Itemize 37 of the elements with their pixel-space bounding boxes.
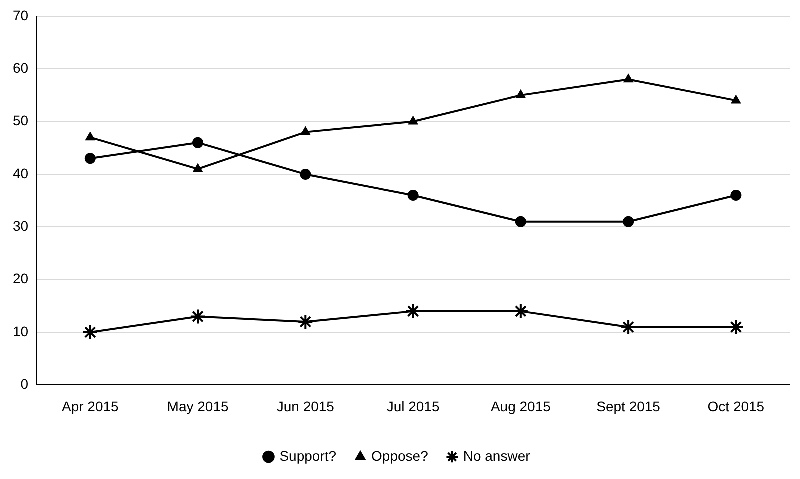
y-tick-label: 20	[12, 270, 29, 287]
x-tick-label: Oct 2015	[708, 398, 765, 414]
y-tick-label: 10	[12, 323, 29, 340]
x-tick-label: Aug 2015	[490, 398, 552, 414]
y-tick-label: 40	[12, 165, 29, 182]
point	[728, 319, 744, 336]
y-tick-label: 60	[12, 60, 29, 76]
point	[192, 137, 204, 148]
point	[731, 95, 742, 104]
legend-label: Support?	[280, 448, 337, 464]
point	[300, 168, 312, 180]
point	[623, 216, 634, 228]
y-tick-label: 30	[12, 218, 29, 234]
x-tick-label: Apr 2015	[62, 398, 120, 414]
point	[298, 314, 314, 330]
y-tick-label: 0	[20, 376, 29, 392]
x-tick-label: Sept 2015	[596, 398, 661, 414]
point	[515, 216, 526, 228]
x-tick-label: Jul 2015	[386, 398, 440, 414]
point	[84, 153, 96, 164]
point	[86, 132, 96, 141]
legend-label: No answer	[463, 448, 531, 464]
y-tick-label: 50	[12, 112, 29, 129]
y-tick-label: 70	[12, 7, 29, 24]
point	[300, 126, 310, 136]
point	[408, 190, 419, 202]
point	[193, 164, 203, 172]
point	[516, 90, 526, 98]
x-tick-label: Jun 2015	[276, 398, 335, 414]
point	[82, 324, 98, 341]
point	[730, 190, 742, 202]
x-tick-label: May 2015	[167, 398, 229, 414]
point	[624, 74, 634, 83]
point	[620, 319, 637, 336]
point	[190, 308, 206, 325]
point	[408, 116, 418, 125]
legend-label: Oppose?	[372, 448, 429, 464]
